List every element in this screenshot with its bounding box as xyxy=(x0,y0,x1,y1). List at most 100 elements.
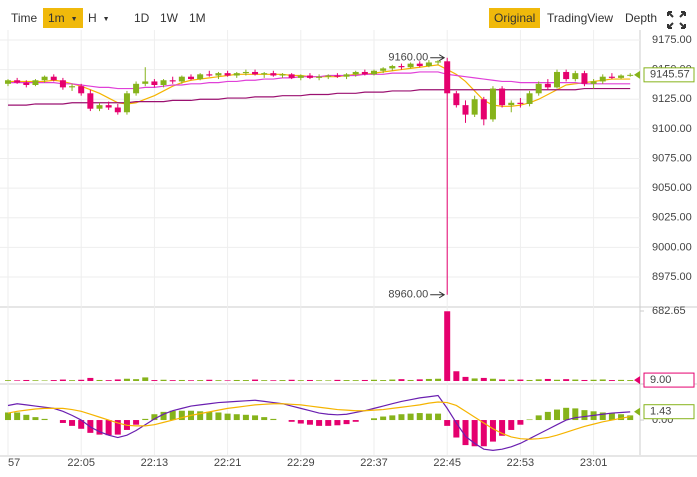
x-tick-label: 22:37 xyxy=(360,457,388,469)
macd-bar xyxy=(325,420,332,426)
volume-bar xyxy=(425,378,432,381)
candle-body xyxy=(352,71,359,75)
toolbar-button[interactable]: Depth xyxy=(620,8,662,28)
volume-bar xyxy=(197,380,204,381)
macd-bar xyxy=(215,412,222,421)
candle-body xyxy=(188,76,194,80)
candle-body xyxy=(371,70,377,75)
volume-bar xyxy=(233,379,240,381)
candle-body xyxy=(59,80,66,88)
macd-bar xyxy=(599,412,606,421)
volume-bar xyxy=(306,379,313,381)
current-value-box xyxy=(643,67,695,83)
macd-bar xyxy=(197,411,204,421)
button-label: 1W xyxy=(160,11,178,25)
candle-body xyxy=(169,80,176,82)
volume-bar xyxy=(288,379,295,381)
x-tick-label: 22:53 xyxy=(507,457,535,469)
macd-bar xyxy=(453,420,460,438)
toolbar-button[interactable]: 1M xyxy=(184,8,211,28)
macd-bar xyxy=(233,414,240,421)
x-tick-label: 22:13 xyxy=(141,457,169,469)
macd-bar xyxy=(178,410,185,421)
y-tick-label: 9125.00 xyxy=(652,93,692,105)
candle-body xyxy=(114,107,121,113)
volume-bar xyxy=(23,379,30,381)
candle-body xyxy=(380,68,387,71)
macd-bar xyxy=(133,420,140,425)
volume-bar xyxy=(316,380,323,381)
volume-bar xyxy=(499,379,506,381)
macd-bar xyxy=(407,413,414,421)
candle-body xyxy=(233,73,240,76)
candle-body xyxy=(297,75,304,78)
candle-body xyxy=(105,105,112,108)
candle-body xyxy=(407,63,414,68)
candle-body xyxy=(554,71,560,88)
volume-bar xyxy=(508,379,515,381)
candle-body xyxy=(69,86,76,88)
x-tick-label: 23:01 xyxy=(580,457,608,469)
macd-bar xyxy=(380,416,387,421)
macd-bar xyxy=(563,407,570,421)
x-tick-label: 57 xyxy=(8,457,20,469)
toolbar-button[interactable]: Time xyxy=(6,8,42,28)
candle-body xyxy=(14,80,21,83)
volume-bar xyxy=(435,378,442,381)
fullscreen-icon[interactable] xyxy=(667,11,686,29)
toolbar-button[interactable]: 1D xyxy=(129,8,154,28)
macd-bar xyxy=(416,413,423,421)
candle-body xyxy=(627,74,634,76)
volume-bar xyxy=(133,379,140,381)
volume-bar xyxy=(416,379,423,381)
volume-bar xyxy=(169,380,176,381)
y-tick-label: 9075.00 xyxy=(652,152,692,164)
macd-bar xyxy=(160,411,167,421)
candle-body xyxy=(316,76,323,78)
y-tick-label: 9100.00 xyxy=(652,123,692,135)
volume-bar xyxy=(41,380,48,381)
volume-bar xyxy=(535,379,542,381)
volume-bar xyxy=(78,379,85,381)
toolbar-button[interactable]: TradingView xyxy=(542,8,618,28)
candle-body xyxy=(252,71,259,75)
y-tick-label: 9175.00 xyxy=(652,34,692,46)
candle-body xyxy=(325,75,332,77)
macd-bar xyxy=(297,420,304,424)
button-label: 1D xyxy=(134,11,150,25)
candle-body xyxy=(535,83,542,94)
macd-bar xyxy=(14,412,21,421)
x-tick-label: 22:29 xyxy=(287,457,315,469)
y-tick-label: 9050.00 xyxy=(652,182,692,194)
candle-body xyxy=(133,83,140,94)
toolbar-button[interactable]: 1m ▼ xyxy=(43,8,83,28)
volume-bar xyxy=(14,380,21,381)
candle-body xyxy=(608,76,615,78)
toolbar-button[interactable]: Original xyxy=(489,8,541,28)
annotation-arrow xyxy=(430,54,446,62)
volume-bar xyxy=(261,380,268,381)
volume-bar xyxy=(407,379,414,381)
indicator-line xyxy=(7,401,631,440)
toolbar-button[interactable]: H ▼ xyxy=(83,8,115,28)
candle-body xyxy=(480,99,487,120)
annotation-label: 9160.00 xyxy=(388,52,428,64)
volume-bar xyxy=(188,380,194,381)
macd-bar xyxy=(69,420,76,426)
volume-bar xyxy=(279,380,286,381)
candle-body xyxy=(32,80,39,85)
current-value-label: 9145.57 xyxy=(650,69,690,81)
macd-bar xyxy=(5,412,11,421)
x-tick-label: 22:05 xyxy=(67,457,95,469)
macd-bar xyxy=(306,420,313,425)
volume-bar xyxy=(517,379,524,381)
volume-bar xyxy=(123,378,130,381)
macd-bar xyxy=(105,420,112,436)
candle-body xyxy=(343,74,350,77)
macd-bar xyxy=(242,414,249,421)
candle-body xyxy=(78,86,85,94)
volume-bar xyxy=(206,379,213,381)
candle-body xyxy=(590,81,597,84)
button-label: TradingView xyxy=(547,11,614,25)
toolbar-button[interactable]: 1W xyxy=(155,8,183,28)
